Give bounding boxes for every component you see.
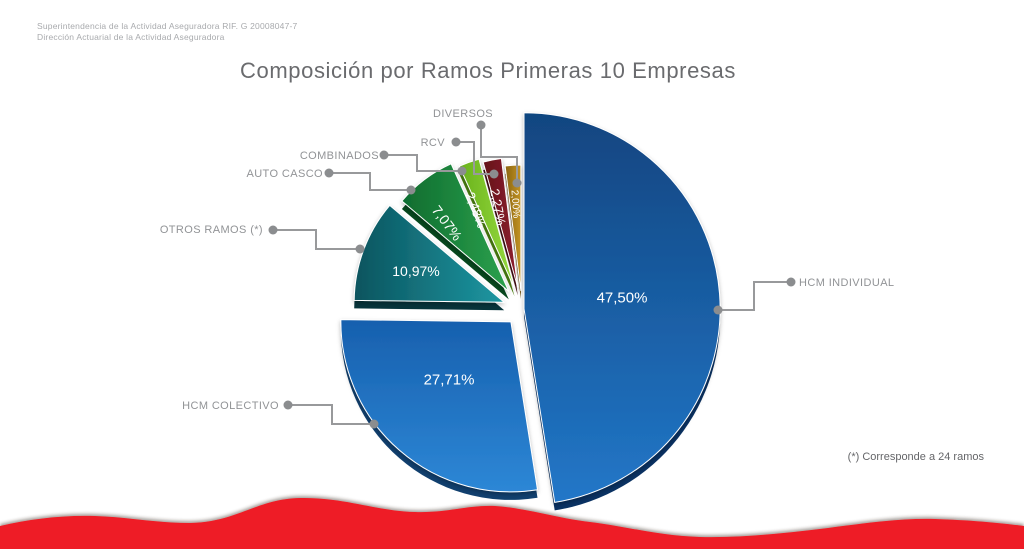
org-header-line1: Superintendencia de la Actividad Asegura… [37,21,298,31]
slice-label-hcm-individual: HCM INDIVIDUAL [799,277,894,289]
pie-slice-combinados [458,158,515,289]
callout-dot-combinados-slice [457,166,467,176]
pie-slice-depth-combinados [459,167,515,297]
callout-line-diversos [480,125,518,183]
callout-dot-auto-casco-label [324,168,334,178]
pie-value-otros-ramos: 10,97% [392,263,439,279]
callout-dot-combinados-label [379,150,389,160]
callout-dot-hcm-individual-label [713,305,723,315]
callout-layer: DIVERSOS RCV COMBINADOS AUTO CASCO OTROS RAM… [160,108,894,429]
callout-line-otros-ramos [273,229,360,250]
pie-value-diversos: 2,00% [509,190,522,219]
slice-label-auto-casco: AUTO CASCO [246,168,323,180]
callout-dot-hcm-individual-slice [786,277,796,287]
callout-dot-diversos-label [476,120,486,130]
callout-line-hcm-colectivo [288,404,374,425]
callout-dot-hcm-colectivo-label [283,400,293,410]
pie-value-rcv: 2,27% [487,187,509,226]
callout-dot-auto-casco-slice [406,185,416,195]
pie-value-hcm-colectivo: 27,71% [424,371,475,388]
callout-line-hcm-individual [718,281,791,311]
pie-slice-depth-rcv [483,166,518,296]
callout-dot-rcv-label [451,137,461,147]
org-header-line2: Dirección Actuarial de la Actividad Aseg… [37,32,225,42]
callout-line-rcv [456,141,494,175]
slice-label-otros-ramos: OTROS RAMOS (*) [160,224,263,236]
pie-slice-hcm-colectivo [340,319,539,493]
footnote: (*) Corresponde a 24 ramos [847,451,984,463]
callout-dot-hcm-colectivo-slice [369,419,379,429]
pie-slice-auto-casco [401,163,510,292]
slice-label-diversos: DIVERSOS [433,108,493,120]
pie-slice-rcv [482,157,519,288]
slice-label-rcv: RCV [421,137,446,149]
pie-slice-diversos [504,164,522,292]
slice-label-hcm-colectivo: HCM COLECTIVO [182,400,279,412]
org-header: Superintendencia de la Actividad Asegura… [37,21,298,43]
page-title: Composición por Ramos Primeras 10 Empres… [240,58,736,83]
pie-slices-layer [340,112,721,503]
pie-value-hcm-individual: 47,50% [597,289,648,306]
red-wave [0,497,1024,549]
callout-line-combinados [384,154,462,172]
slice-label-combinados: COMBINADOS [300,150,379,162]
callout-line-auto-casco [329,172,411,191]
pie-slice-hcm-individual [523,112,721,503]
callout-dot-otros-ramos-slice [355,244,365,254]
callout-dot-rcv-slice [489,169,499,179]
callout-dot-otros-ramos-label [268,225,278,235]
callout-dot-diversos-slice [512,178,522,188]
